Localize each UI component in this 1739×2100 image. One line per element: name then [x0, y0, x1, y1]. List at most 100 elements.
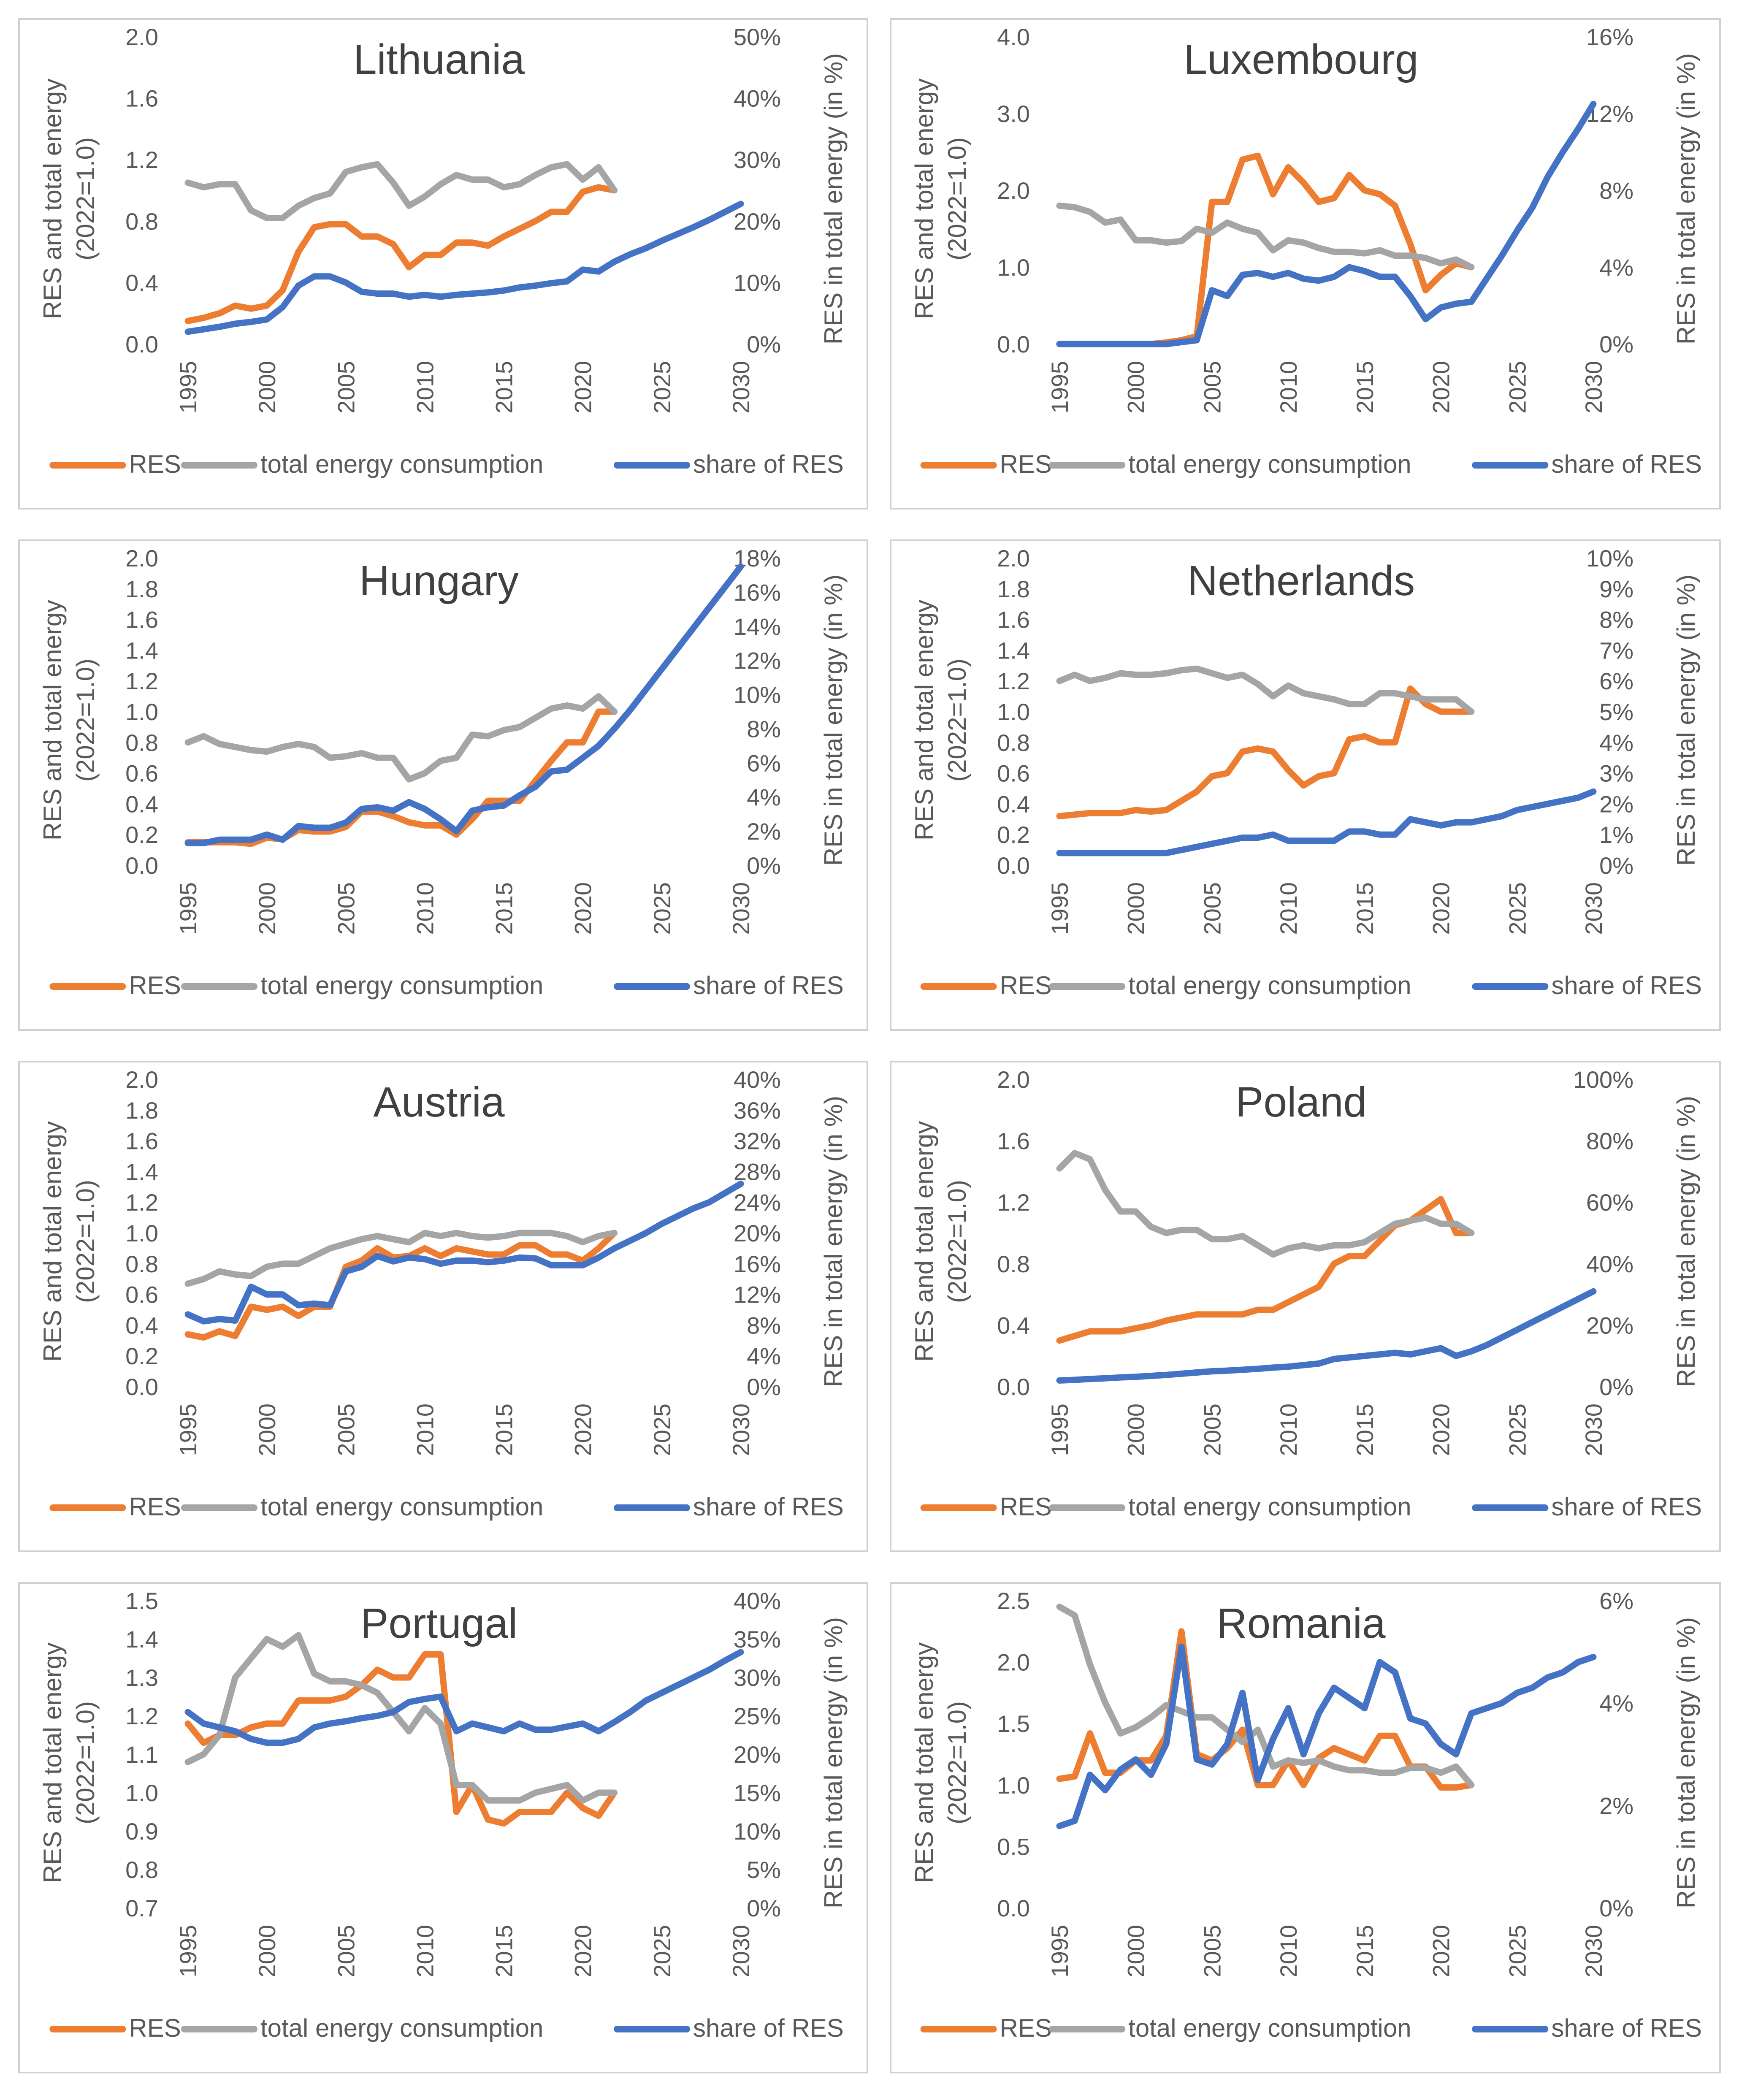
x-tick-label: 2000	[254, 882, 280, 935]
x-tick-label: 2030	[728, 361, 754, 414]
x-tick-label: 2005	[333, 1925, 359, 1978]
series-line-res	[184, 708, 618, 847]
y-tick-label: 0.2	[997, 821, 1030, 848]
y-axis-label-line: (2022=1.0)	[943, 1701, 971, 1824]
y-tick-label: 0.6	[997, 760, 1030, 787]
y-tick-label: 0.7	[125, 1895, 158, 1921]
y2-tick-label: 4%	[747, 1343, 781, 1369]
y2-tick-label: 15%	[734, 1780, 781, 1806]
x-tick-label: 2010	[1275, 1925, 1302, 1978]
series-line-share-of-res	[184, 1649, 744, 1746]
legend-label-share-of-res: share of RES	[693, 450, 844, 478]
y2-tick-label: 14%	[734, 613, 781, 640]
y2-tick-label: 8%	[747, 715, 781, 742]
y2-tick-label: 4%	[747, 784, 781, 810]
x-tick-label: 2000	[1123, 361, 1149, 414]
y2-tick-label: 20%	[734, 1741, 781, 1768]
y-tick-label: 0.2	[125, 1343, 158, 1369]
legend-label-total-energy-consumption: total energy consumption	[1128, 1493, 1411, 1521]
y-tick-label: 1.2	[125, 146, 158, 173]
x-tick-label: 2010	[412, 361, 438, 414]
y-axis-label: RES and total energy (2022=1.0)	[38, 1121, 100, 1362]
panel-frame	[890, 18, 1721, 509]
series-line-share-of-res	[1056, 788, 1597, 856]
y2-tick-label: 12%	[734, 1282, 781, 1308]
y2-tick-label: 100%	[1573, 1066, 1633, 1093]
x-tick-label: 2010	[412, 1404, 438, 1456]
y-tick-label: 1.2	[125, 1703, 158, 1729]
series-line-total-energy-consumption	[1056, 1604, 1475, 1788]
y2-tick-label: 2%	[1599, 1792, 1633, 1819]
series-line-res	[184, 1651, 618, 1827]
x-tick-label: 2015	[491, 1925, 517, 1978]
y2-tick-label: 40%	[1586, 1251, 1633, 1277]
y-tick-label: 1.1	[125, 1741, 158, 1768]
y2-tick-label: 20%	[734, 208, 781, 235]
x-tick-label: 2015	[1352, 882, 1378, 935]
y2-tick-label: 0%	[747, 331, 781, 358]
y-tick-label: 3.0	[997, 100, 1030, 127]
x-tick-label: 2030	[1580, 1925, 1607, 1978]
series-line-share-of-res	[184, 201, 744, 335]
x-tick-label: 2025	[1504, 882, 1530, 935]
y-tick-label: 0.6	[125, 760, 158, 787]
y-tick-label: 1.6	[997, 1128, 1030, 1154]
series-line-share-of-res	[1056, 1643, 1597, 1829]
x-tick-label: 1995	[175, 882, 201, 935]
legend-label-share-of-res: share of RES	[1551, 1493, 1702, 1521]
y-axis-label-line: (2022=1.0)	[71, 1701, 100, 1824]
x-tick-label: 2000	[1123, 882, 1149, 935]
legend-label-res: RES	[1000, 450, 1052, 478]
y-tick-label: 0.4	[997, 1312, 1030, 1339]
x-tick-label: 2030	[728, 882, 754, 935]
y-axis-label-line: (2022=1.0)	[71, 658, 100, 782]
y-tick-label: 1.6	[125, 85, 158, 112]
y-tick-label: 1.0	[997, 1772, 1030, 1799]
chart-panel-poland: Poland 0.0 0.4 0.8 1.2 1.6 2.0 0% 20% 40% 60% 80% 10…	[890, 1061, 1721, 1552]
chart-title: Lithuania	[353, 36, 525, 83]
y-tick-label: 1.8	[125, 576, 158, 602]
legend-label-res: RES	[129, 971, 181, 1000]
series-line-total-energy-consumption	[1056, 202, 1475, 271]
y-tick-label: 1.2	[997, 668, 1030, 694]
y2-tick-label: 30%	[734, 1664, 781, 1691]
y2-tick-label: 7%	[1599, 637, 1633, 664]
y2-tick-label: 32%	[734, 1128, 781, 1154]
x-tick-label: 2030	[1580, 1404, 1607, 1456]
x-tick-label: 2020	[1428, 361, 1455, 414]
y-tick-label: 0.8	[125, 729, 158, 756]
series-line-res	[184, 184, 618, 324]
legend-label-share-of-res: share of RES	[1551, 971, 1702, 1000]
y-axis-label-line: RES and total energy	[910, 600, 938, 840]
y-tick-label: 1.6	[125, 607, 158, 633]
x-tick-label: 1995	[1046, 361, 1073, 414]
series-line-total-energy-consumption	[184, 1632, 618, 1804]
y-tick-label: 0.8	[125, 1856, 158, 1883]
x-tick-label: 2005	[1199, 1925, 1225, 1978]
y-tick-label: 2.0	[125, 1066, 158, 1093]
chart-panel-portugal: Portugal 0.7 0.8 0.9 1.0 1.1 1.2 1.3 1.4 1.5 0% 5% 1…	[18, 1582, 868, 2073]
y2-axis-label: RES in total energy (in %)	[1672, 1096, 1700, 1387]
y2-tick-label: 2%	[1599, 791, 1633, 817]
x-tick-label: 2000	[1123, 1404, 1149, 1456]
y2-tick-label: 40%	[734, 1066, 781, 1093]
chart-title: Hungary	[359, 557, 519, 604]
y-axis-label: RES and total energy (2022=1.0)	[38, 1642, 100, 1883]
series-line-share-of-res	[184, 1181, 744, 1325]
legend-label-total-energy-consumption: total energy consumption	[260, 971, 543, 1000]
y2-tick-label: 60%	[1586, 1189, 1633, 1216]
y-tick-label: 2.0	[997, 545, 1030, 572]
y2-tick-label: 24%	[734, 1189, 781, 1216]
y-tick-label: 0.4	[125, 1312, 158, 1339]
x-tick-label: 2030	[728, 1404, 754, 1456]
legend-label-total-energy-consumption: total energy consumption	[260, 450, 543, 478]
legend-label-share-of-res: share of RES	[693, 971, 844, 1000]
x-tick-label: 2030	[728, 1925, 754, 1978]
y-tick-label: 1.0	[125, 1220, 158, 1246]
x-tick-label: 2020	[570, 361, 596, 414]
x-tick-label: 2015	[491, 361, 517, 414]
y-axis-label-line: (2022=1.0)	[943, 137, 971, 260]
y-tick-label: 0.4	[125, 791, 158, 817]
y2-axis-label: RES in total energy (in %)	[819, 1096, 848, 1387]
y2-tick-label: 16%	[734, 579, 781, 606]
